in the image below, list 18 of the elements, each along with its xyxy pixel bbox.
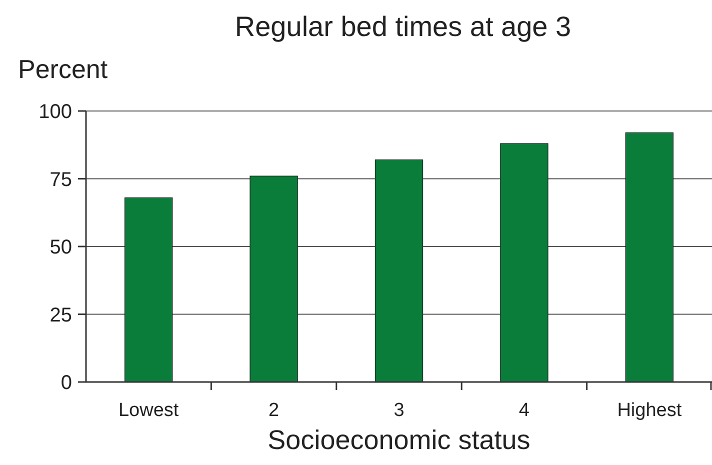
x-tick-label: Lowest	[118, 400, 180, 421]
bar	[124, 197, 173, 382]
chart-title: Regular bed times at age 3	[234, 11, 572, 42]
x-tick-label: Highest	[617, 400, 682, 421]
bar	[625, 132, 674, 382]
y-tick-label: 100	[38, 101, 72, 123]
x-axis-title: Socioeconomic status	[268, 425, 530, 455]
bar	[500, 143, 548, 382]
y-tick-label: 25	[50, 304, 72, 326]
x-tick-label: 4	[518, 400, 530, 421]
y-tick-label: 75	[50, 168, 72, 191]
bar	[374, 159, 424, 382]
x-tick-label: 2	[268, 400, 280, 421]
y-axis-title: Percent	[18, 54, 108, 84]
x-tick-label: 3	[394, 400, 404, 421]
y-tick-label: 50	[50, 236, 72, 258]
bar	[250, 176, 298, 382]
y-tick-label: 0	[60, 372, 72, 394]
